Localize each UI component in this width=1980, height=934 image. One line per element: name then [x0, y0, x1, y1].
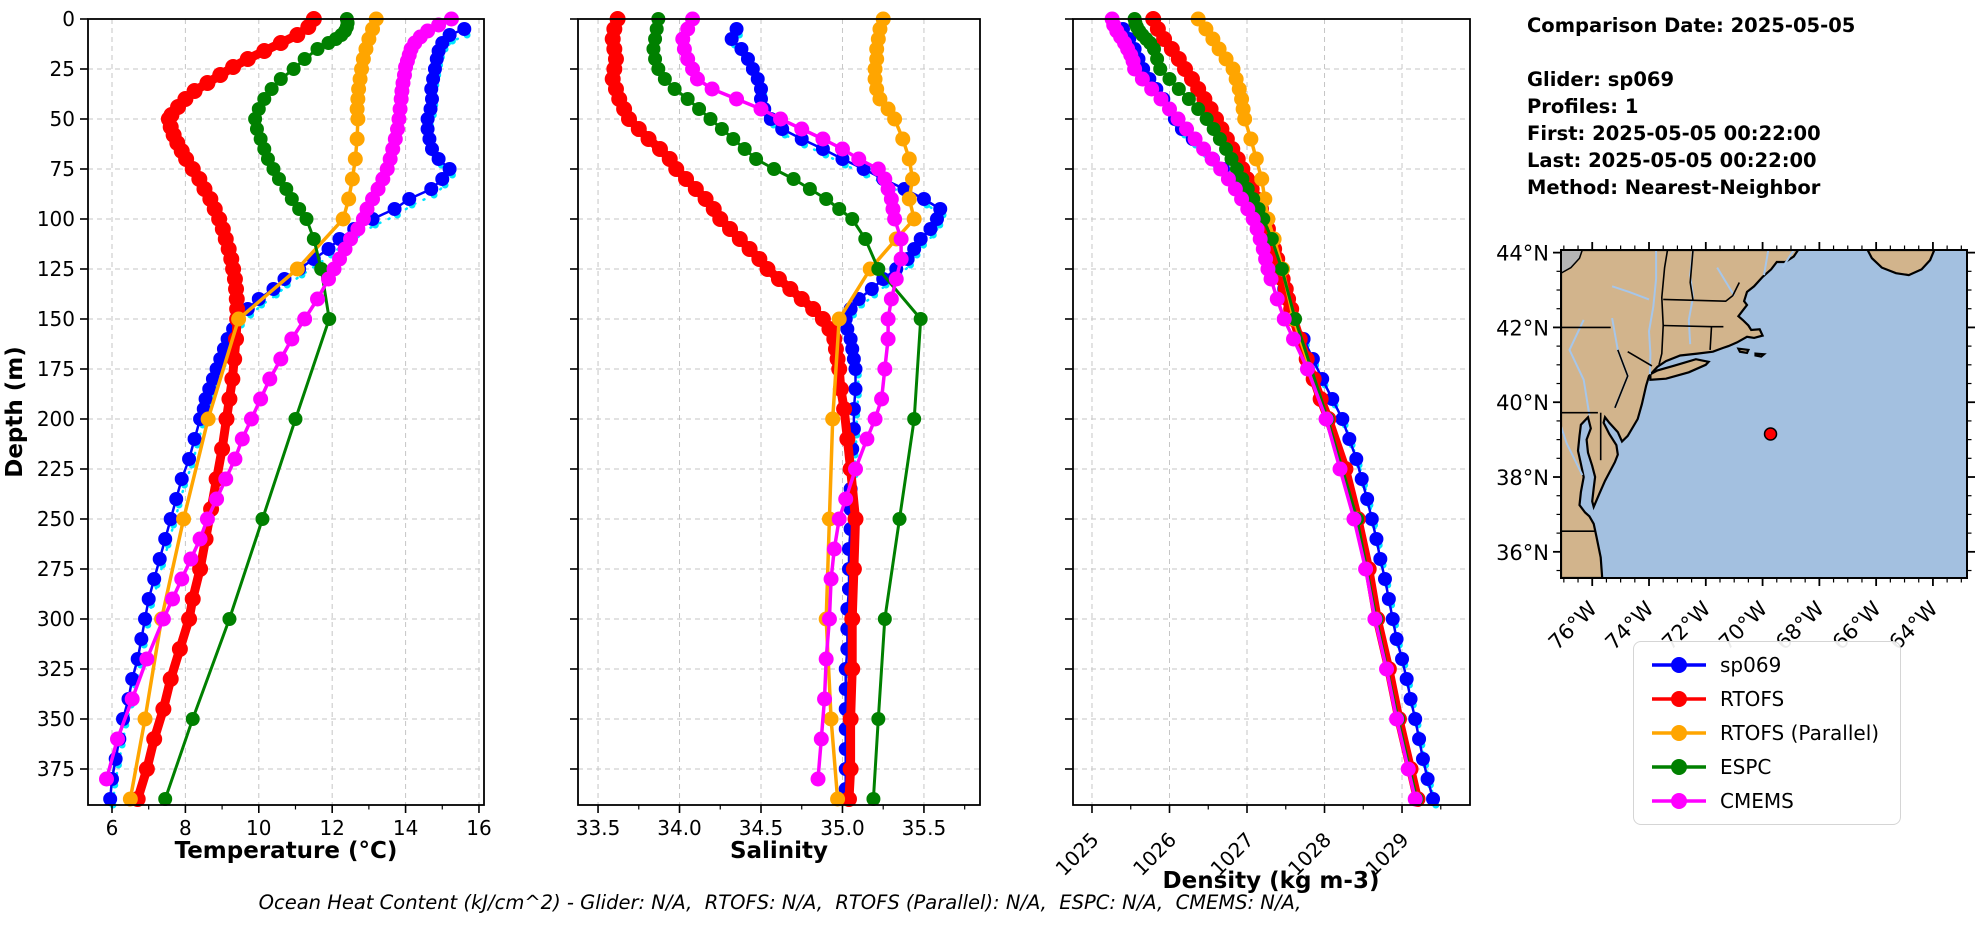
depth-tick-label: 25	[50, 57, 75, 81]
salinity-chart: 33.5 34.0 34.5 35.0 35.5	[570, 11, 981, 840]
map-lake	[1561, 250, 1584, 275]
map-lat-tick-label: 36°N	[1496, 541, 1549, 565]
glider-name-text: Glider: sp069	[1527, 68, 1675, 91]
footer-ohc-text: Ocean Heat Content (kJ/cm^2) - Glider: N…	[258, 891, 1302, 914]
x-tick-label: 16	[466, 816, 491, 840]
legend-line-marker-icon	[1652, 725, 1706, 741]
legend-line-marker-icon	[1652, 759, 1706, 775]
map-river	[1716, 267, 1736, 297]
depth-tick-label: 125	[37, 257, 75, 281]
map-river	[1561, 426, 1584, 476]
last-profile-time-text: Last: 2025-05-05 00:22:00	[1527, 149, 1817, 172]
depth-tick-label: 375	[37, 757, 75, 781]
map-state-border	[1663, 294, 1734, 303]
depth-tick-label: 250	[37, 507, 75, 531]
legend-label: CMEMS	[1720, 789, 1794, 813]
depth-tick-label: 175	[37, 357, 75, 381]
method-text: Method: Nearest-Neighbor	[1527, 176, 1821, 199]
map-state-border	[1732, 282, 1741, 296]
map-lon-tick-label: 76°W	[1544, 596, 1602, 654]
x-tick-label: 35.0	[820, 816, 865, 840]
depth-tick-label: 150	[37, 307, 75, 331]
legend-line-marker-icon	[1652, 793, 1706, 809]
depth-tick-label: 350	[37, 707, 75, 731]
map-land	[1866, 250, 1936, 277]
depth-tick-label: 75	[50, 157, 75, 181]
x-tick-label: 34.5	[739, 816, 784, 840]
salinity-axis-label: Salinity	[730, 838, 828, 864]
legend-item-rtofs: RTOFS	[1634, 682, 1900, 716]
depth-tick-label: 100	[37, 207, 75, 231]
map-land	[1736, 347, 1751, 355]
legend-item-rtofs-parallel-: RTOFS (Parallel)	[1634, 716, 1900, 750]
map-land	[1649, 358, 1711, 381]
legend: sp069 RTOFS RTOFS (Parallel) ESPC CMEMS	[1633, 641, 1901, 825]
depth-tick-label: 200	[37, 407, 75, 431]
temperature-axis-label: Temperature (°C)	[175, 838, 398, 864]
map-river	[1781, 250, 1795, 269]
depth-tick-label: 225	[37, 457, 75, 481]
x-tick-label: 12	[319, 816, 344, 840]
location-map: 44°N42°N40°N38°N36°N76°W74°W72°W70°W68°W…	[1496, 242, 1975, 655]
map-state-border	[1614, 349, 1629, 409]
legend-label: ESPC	[1720, 755, 1772, 779]
comparison-date-text: Comparison Date: 2025-05-05	[1527, 14, 1856, 37]
x-tick-label: 34.0	[657, 816, 702, 840]
x-tick-label: 8	[179, 816, 192, 840]
x-tick-label: 6	[106, 816, 119, 840]
map-river	[1763, 250, 1770, 276]
depth-tick-label: 0	[62, 7, 75, 31]
x-tick-label: 10	[246, 816, 271, 840]
info-spacer	[1527, 39, 1855, 66]
legend-label: RTOFS	[1720, 687, 1785, 711]
map-lat-tick-label: 44°N	[1496, 242, 1549, 266]
map-land	[1754, 352, 1767, 358]
legend-label: RTOFS (Parallel)	[1720, 721, 1880, 745]
map-river	[1647, 250, 1658, 375]
temperature-chart: 6 8 10 12 14 16 0 25 50 75 100 125 150 175 200 225 250 27…	[37, 7, 492, 840]
density-x-tick-label: 1025	[1051, 828, 1104, 881]
first-profile-time-text: First: 2025-05-05 00:22:00	[1527, 122, 1821, 145]
legend-item-cmems: CMEMS	[1634, 784, 1900, 818]
x-tick-label: 35.5	[902, 816, 947, 840]
legend-item-sp069: sp069	[1634, 648, 1900, 682]
map-lat-tick-label: 40°N	[1496, 391, 1549, 415]
map-state-border	[1658, 250, 1669, 365]
map-river	[1611, 285, 1650, 301]
map-lat-tick-label: 42°N	[1496, 316, 1549, 340]
density-chart: 1025 1026 1027 1028 1029	[1051, 11, 1471, 881]
glider-position-marker	[1763, 427, 1778, 441]
profiles-count-text: Profiles: 1	[1527, 95, 1639, 118]
map-state-border	[1709, 326, 1713, 350]
map-state-border	[1689, 250, 1694, 301]
legend-item-espc: ESPC	[1634, 750, 1900, 784]
map-land	[1561, 250, 1800, 578]
depth-tick-label: 300	[37, 607, 75, 631]
depth-tick-label: 50	[50, 107, 75, 131]
legend-line-marker-icon	[1652, 657, 1706, 673]
depth-tick-label: 275	[37, 557, 75, 581]
depth-axis-label: Depth (m)	[2, 346, 28, 478]
map-river	[1568, 319, 1591, 416]
legend-label: sp069	[1720, 653, 1782, 677]
x-tick-label: 14	[393, 816, 418, 840]
map-lat-tick-label: 38°N	[1496, 466, 1549, 490]
info-panel: Comparison Date: 2025-05-05 Glider: sp06…	[1527, 12, 1855, 201]
depth-tick-label: 325	[37, 657, 75, 681]
legend-line-marker-icon	[1652, 691, 1706, 707]
x-tick-label: 33.5	[576, 816, 621, 840]
map-state-border	[1627, 351, 1653, 367]
density-axis-label: Density (kg m-3)	[1163, 868, 1380, 894]
